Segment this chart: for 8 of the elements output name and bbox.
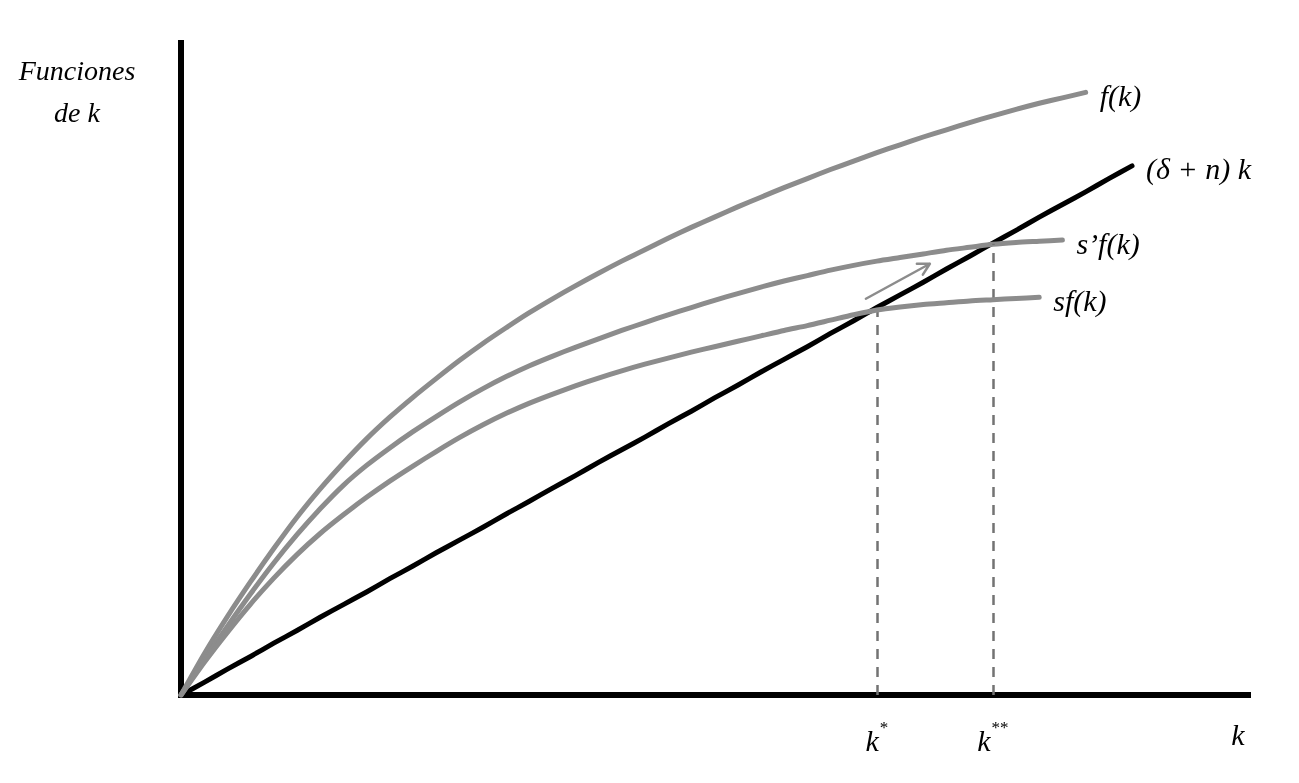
series-label: sf(k) xyxy=(1053,283,1107,318)
x-tick-label: k* xyxy=(865,718,889,757)
y-axis-title: Funciones de k xyxy=(17,54,136,128)
series-label: f(k) xyxy=(1099,78,1142,113)
series-label: s’f(k) xyxy=(1076,226,1140,261)
x-tick-label: k** xyxy=(977,718,1009,757)
series-label: (δ + n) k xyxy=(1146,152,1252,187)
x-axis-title: k xyxy=(1231,717,1246,751)
